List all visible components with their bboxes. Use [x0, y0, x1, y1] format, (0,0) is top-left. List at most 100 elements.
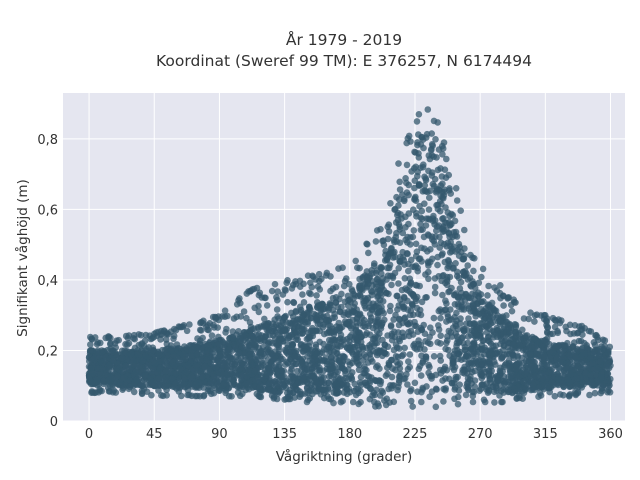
data-point: [387, 200, 394, 207]
data-point: [386, 399, 394, 406]
data-point: [365, 249, 372, 257]
data-point: [445, 288, 452, 296]
data-point: [431, 283, 439, 291]
data-point: [440, 385, 448, 393]
data-point: [373, 227, 381, 234]
data-point: [460, 255, 468, 262]
data-point: [554, 364, 562, 372]
data-point: [437, 239, 445, 246]
data-point: [573, 374, 580, 382]
data-point: [439, 377, 446, 384]
data-point: [426, 363, 433, 371]
data-point: [573, 354, 581, 362]
data-point: [185, 391, 193, 399]
data-point: [396, 178, 404, 186]
data-point: [439, 291, 446, 299]
data-point: [560, 391, 567, 399]
data-point: [366, 385, 374, 392]
data-point: [392, 341, 400, 348]
data-point: [460, 268, 467, 276]
data-point: [554, 370, 561, 378]
data-point: [135, 331, 143, 338]
data-point: [273, 306, 281, 313]
data-point: [438, 251, 446, 259]
data-point: [178, 323, 185, 331]
data-point: [384, 364, 391, 372]
data-point: [369, 282, 376, 289]
data-point: [189, 346, 197, 354]
y-tick-label: 0,6: [37, 203, 58, 218]
data-point: [171, 362, 178, 369]
data-point: [433, 187, 440, 195]
data-point: [486, 325, 493, 333]
data-point: [388, 373, 396, 381]
data-point: [257, 389, 264, 397]
data-point: [530, 381, 537, 389]
data-point: [434, 261, 441, 269]
data-point: [417, 311, 425, 319]
data-point: [519, 395, 526, 403]
data-point: [94, 376, 101, 384]
data-point: [444, 209, 452, 216]
data-point: [564, 339, 571, 347]
data-point: [433, 154, 440, 161]
data-point: [255, 302, 262, 310]
data-point: [325, 343, 332, 350]
data-point: [369, 358, 376, 365]
data-point: [432, 136, 439, 143]
data-point: [533, 311, 541, 319]
data-point: [395, 265, 403, 272]
data-point: [162, 374, 170, 381]
data-point: [236, 392, 244, 400]
data-point: [436, 233, 443, 241]
data-point: [484, 389, 492, 397]
data-point: [327, 322, 334, 330]
data-point: [360, 299, 367, 307]
data-point: [421, 200, 428, 207]
data-point: [427, 258, 434, 266]
data-point: [444, 310, 451, 318]
data-point: [204, 322, 212, 329]
data-point: [264, 364, 272, 372]
data-point: [299, 348, 307, 356]
data-point: [263, 370, 271, 377]
data-point: [192, 381, 199, 388]
data-point: [450, 291, 458, 299]
data-point: [419, 226, 426, 233]
data-point: [379, 237, 386, 245]
data-point: [344, 292, 352, 300]
data-point: [179, 350, 187, 358]
data-point: [345, 375, 353, 383]
data-point: [188, 372, 195, 380]
data-point: [88, 388, 96, 395]
data-point: [507, 324, 515, 332]
data-point: [370, 389, 378, 397]
data-point: [425, 275, 432, 283]
data-point: [581, 339, 588, 347]
data-point: [402, 285, 409, 292]
data-point: [148, 381, 155, 388]
data-point: [90, 355, 98, 363]
data-point: [228, 376, 236, 383]
data-point: [345, 311, 352, 319]
data-point: [439, 142, 446, 150]
data-point: [470, 320, 477, 327]
data-point: [437, 182, 445, 189]
data-point: [200, 384, 207, 391]
data-point: [222, 387, 230, 394]
data-point: [388, 336, 396, 344]
data-point: [395, 315, 403, 323]
data-point: [88, 347, 96, 354]
data-point: [339, 397, 346, 405]
data-point: [294, 379, 302, 387]
data-point: [388, 281, 395, 289]
data-point: [404, 306, 412, 314]
data-point: [271, 378, 279, 385]
data-point: [572, 391, 580, 399]
data-point: [415, 154, 423, 161]
data-point: [407, 279, 415, 286]
data-point: [224, 312, 231, 320]
x-tick-label: 315: [533, 427, 558, 442]
data-point: [588, 379, 595, 387]
data-point: [303, 366, 311, 374]
